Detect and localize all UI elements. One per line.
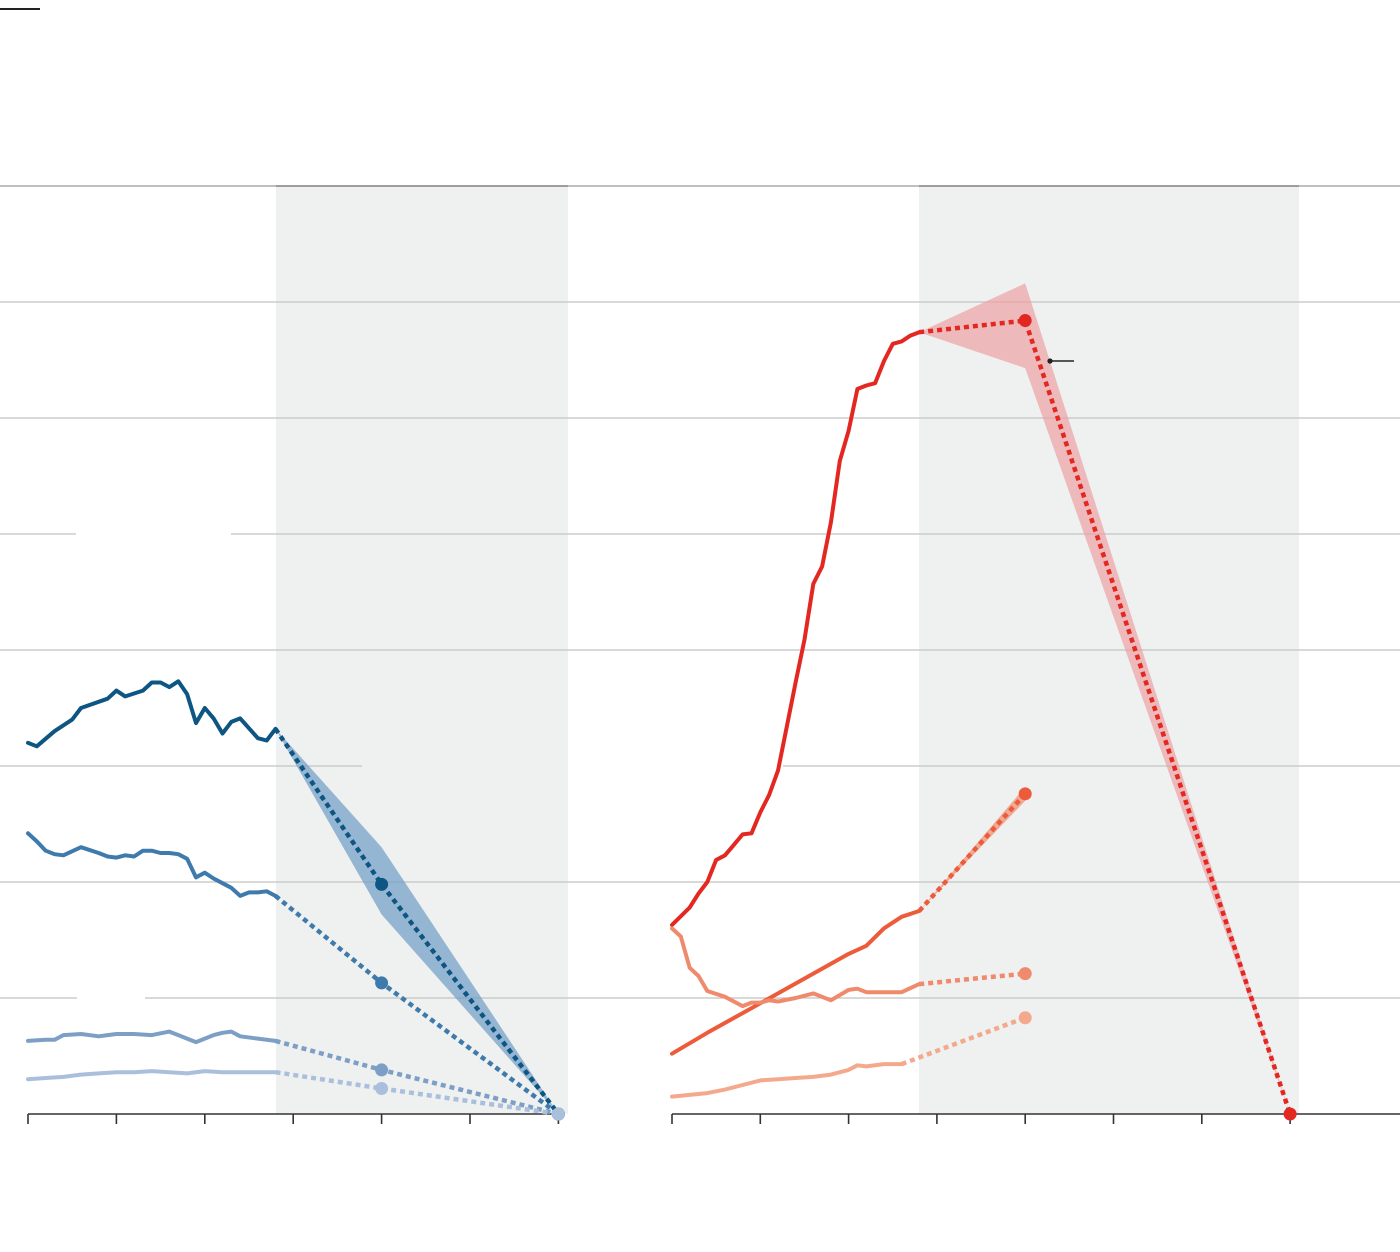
series-line-right-0 [670,330,922,927]
projection-point-right-2-1 [1018,967,1032,981]
series-line-left-0 [26,679,278,749]
series-line-right-2 [670,926,922,1009]
series-line-right-3 [670,1062,904,1099]
series-line-right-1 [670,909,922,1056]
projection-line-left-0 [273,727,561,1116]
series-line-left-2 [26,1029,278,1045]
projection-point-left-3-1 [375,1081,389,1095]
series-line-left-1 [26,831,278,898]
projection-line-left-3 [275,1069,559,1117]
header-rule [0,8,40,10]
series-line-left-3 [26,1069,278,1082]
projection-point-right-0-1 [1018,314,1032,328]
projection-line-right-3 [900,1015,1026,1067]
uncertainty-band-right-secondary [919,786,1026,911]
projection-point-right-3-1 [1018,1011,1032,1025]
projection-point-right-0-2 [1283,1107,1297,1121]
annotation-leader-dot [1047,358,1053,364]
uncertainty-band-left [275,728,559,1114]
projection-point-left-0-1 [375,877,389,891]
projection-point-left-2-1 [375,1063,389,1077]
projection-point-right-1-1 [1018,787,1032,801]
projection-point-left-1-1 [375,976,389,990]
projection-point-left-3-2 [551,1107,565,1121]
